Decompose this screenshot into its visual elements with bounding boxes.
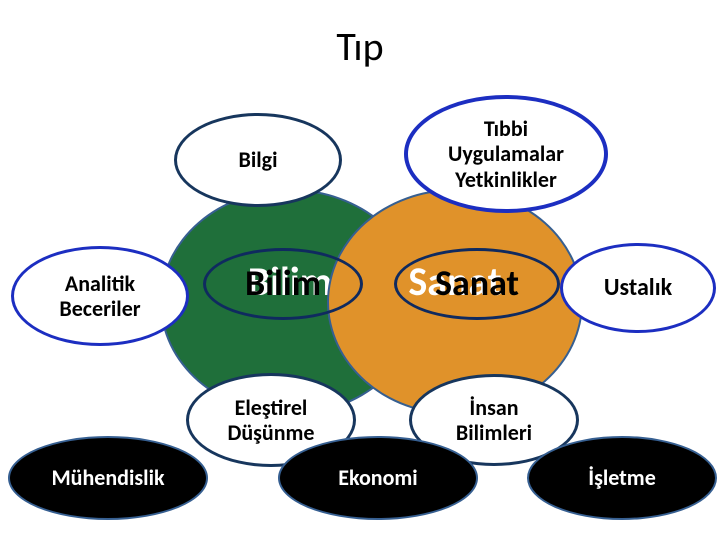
bubble-tibbi-uygulamalar: Tıbbi Uygulamalar Yetkinlikler (404, 95, 608, 213)
bubble-muhendislik-label: Mühendislik (51, 465, 164, 490)
bubble-muhendislik: Mühendislik (8, 436, 208, 520)
bubble-isletme-label: İşletme (588, 465, 656, 490)
bubble-elestirel-dusunme-label: Eleştirel Düşünme (227, 395, 314, 446)
bubble-ekonomi-label: Ekonomi (338, 465, 417, 490)
label-bilim: Bilim (203, 248, 363, 320)
label-sanat: Sanat (394, 248, 560, 320)
bubble-analitik-beceriler: Analitik Beceriler (11, 246, 189, 346)
bubble-ustalik: Ustalık (560, 243, 716, 333)
bubble-tibbi-uygulamalar-label: Tıbbi Uygulamalar Yetkinlikler (448, 116, 564, 192)
bubble-isletme: İşletme (527, 436, 717, 520)
bubble-bilgi: Bilgi (174, 113, 342, 207)
bubble-ustalik-label: Ustalık (604, 274, 672, 302)
bubble-ekonomi: Ekonomi (278, 436, 478, 520)
bubble-bilgi-label: Bilgi (239, 147, 278, 172)
page-title: Tıp (0, 22, 720, 71)
label-sanat-label: Sanat (435, 263, 519, 304)
bubble-insan-bilimleri-label: İnsan Bilimleri (456, 395, 532, 446)
bubble-analitik-beceriler-label: Analitik Beceriler (59, 271, 140, 322)
label-bilim-label: Bilim (245, 263, 321, 304)
